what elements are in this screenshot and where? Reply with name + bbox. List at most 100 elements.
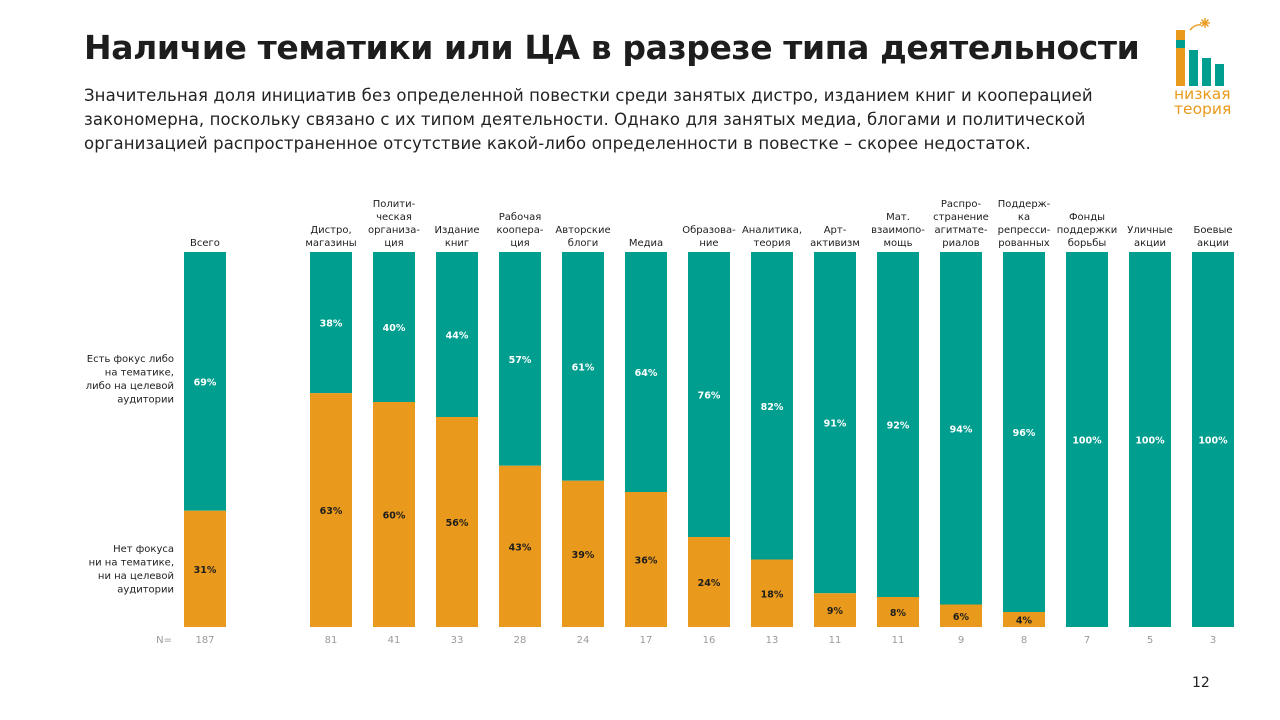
bar-no-focus-2 [373, 402, 415, 627]
category-label-14-0: Уличные [1127, 225, 1172, 236]
bar-no-focus-11 [940, 604, 982, 627]
bar-focus-0 [184, 252, 226, 511]
category-label-8-1: теория [754, 238, 791, 249]
category-label-15-0: Боевые [1193, 225, 1232, 236]
page-number: 12 [1192, 675, 1210, 691]
n-value-3: 33 [451, 635, 464, 646]
bar-no-focus-6 [625, 492, 667, 627]
bar-focus-14 [1129, 252, 1171, 627]
category-label-7-0: Образова- [682, 225, 736, 236]
bar-focus-1 [310, 252, 352, 394]
bar-no-focus-0 [184, 510, 226, 627]
bar-focus-9 [814, 252, 856, 594]
data-label-no-focus-2: 60% [383, 511, 406, 522]
row-label-focus-3: аудитории [117, 395, 174, 406]
category-label-5-1: блоги [568, 238, 598, 249]
data-label-focus-3: 44% [446, 331, 469, 342]
bar-focus-15 [1192, 252, 1234, 627]
category-label-3-0: Издание [434, 225, 479, 236]
bar-focus-7 [688, 252, 730, 537]
logo-line-1: низкая [1174, 85, 1231, 103]
n-value-9: 11 [829, 635, 842, 646]
data-label-focus-6: 64% [635, 368, 658, 379]
data-label-focus-1: 38% [320, 319, 343, 330]
logo-icon [1176, 18, 1224, 86]
data-label-focus-5: 61% [572, 362, 595, 373]
category-label-10-0: Мат. [886, 212, 910, 223]
bar-no-focus-7 [688, 537, 730, 627]
logo-line-2: теория [1174, 100, 1232, 118]
bar-no-focus-3 [436, 417, 478, 627]
n-value-2: 41 [388, 635, 401, 646]
data-label-no-focus-10: 8% [890, 608, 907, 619]
data-label-no-focus-8: 18% [761, 589, 784, 600]
data-label-focus-15: 100% [1198, 436, 1228, 447]
category-label-2-3: ция [384, 238, 403, 249]
row-label-focus-2: либо на целевой [86, 381, 174, 392]
category-label-11-0: Распро- [941, 199, 982, 210]
category-label-0-0: Всего [190, 238, 220, 249]
bar-no-focus-8 [751, 559, 793, 627]
bar-focus-2 [373, 252, 415, 402]
category-label-12-3: рованных [998, 238, 1049, 249]
n-value-15: 3 [1210, 635, 1216, 646]
category-label-4-0: Рабочая [499, 212, 542, 223]
category-label-12-2: репресси- [998, 225, 1051, 236]
data-label-no-focus-1: 63% [320, 506, 343, 517]
category-label-5-0: Авторские [555, 225, 610, 236]
data-label-focus-2: 40% [383, 323, 406, 334]
bar-focus-3 [436, 252, 478, 417]
category-label-8-0: Аналитика, [742, 225, 802, 236]
row-label-no-focus-0: Нет фокуса [113, 544, 174, 555]
category-label-4-2: ция [510, 238, 529, 249]
category-label-2-2: организа- [368, 225, 420, 236]
category-label-14-1: акции [1134, 238, 1166, 249]
page-title: Наличие тематики или ЦА в разрезе типа д… [84, 28, 1140, 67]
category-label-13-0: Фонды [1069, 212, 1105, 223]
n-value-7: 16 [703, 635, 716, 646]
bar-focus-10 [877, 252, 919, 597]
category-label-7-1: ние [699, 238, 718, 249]
data-label-focus-4: 57% [509, 355, 532, 366]
category-label-15-1: акции [1197, 238, 1229, 249]
category-label-3-1: книг [445, 238, 469, 249]
category-label-11-1: странение [933, 212, 989, 223]
bar-no-focus-1 [310, 393, 352, 627]
data-label-focus-11: 94% [950, 424, 973, 435]
bar-focus-4 [499, 252, 541, 466]
logo-text: низкая теория [1174, 85, 1232, 118]
data-label-no-focus-11: 6% [953, 612, 970, 623]
row-label-no-focus-1: ни на тематике, [89, 558, 174, 569]
row-label-no-focus-2: ни на целевой [98, 571, 174, 582]
n-value-5: 24 [577, 635, 590, 646]
category-label-9-1: активизм [810, 238, 860, 249]
bar-focus-5 [562, 252, 604, 481]
data-label-no-focus-4: 43% [509, 542, 532, 553]
row-label-focus-0: Есть фокус либо [87, 354, 174, 365]
page-subtitle: Значительная доля инициатив без определе… [84, 86, 1093, 153]
n-value-6: 17 [640, 635, 653, 646]
category-label-12-0: Поддерж- [998, 199, 1051, 210]
row-label-focus-1: на тематике, [105, 368, 174, 379]
n-value-10: 11 [892, 635, 905, 646]
bar-focus-11 [940, 252, 982, 605]
n-value-13: 7 [1084, 635, 1090, 646]
n-value-1: 81 [325, 635, 338, 646]
n-value-11: 9 [958, 635, 964, 646]
bar-focus-13 [1066, 252, 1108, 627]
bar-no-focus-5 [562, 480, 604, 627]
category-label-9-0: Арт- [824, 225, 847, 236]
data-label-focus-9: 91% [824, 419, 847, 430]
category-label-1-1: магазины [305, 238, 356, 249]
bar-no-focus-10 [877, 597, 919, 627]
data-label-no-focus-5: 39% [572, 550, 595, 561]
data-label-focus-8: 82% [761, 402, 784, 413]
bar-focus-8 [751, 252, 793, 560]
data-label-focus-12: 96% [1013, 428, 1036, 439]
category-label-6-0: Медиа [629, 238, 663, 249]
data-label-no-focus-0: 31% [194, 565, 217, 576]
category-label-1-0: Дистро, [310, 225, 351, 236]
data-label-no-focus-12: 4% [1016, 616, 1033, 627]
category-label-10-2: мощь [884, 238, 913, 249]
